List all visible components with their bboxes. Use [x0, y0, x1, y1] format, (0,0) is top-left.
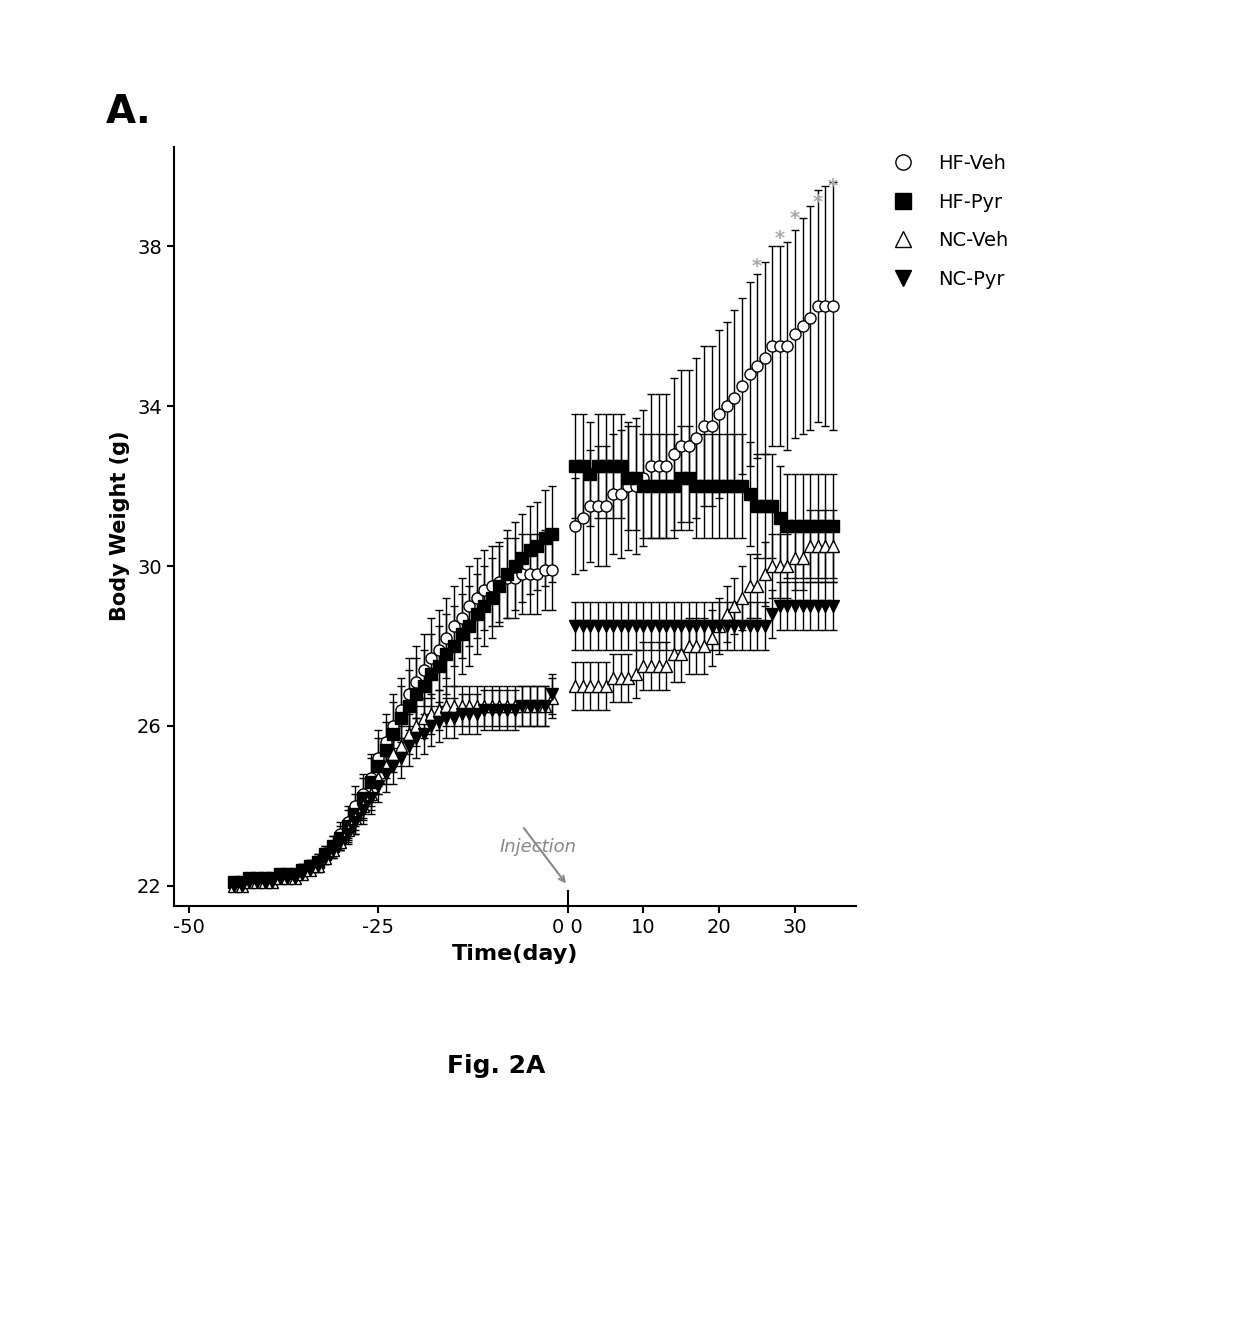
Text: *: *: [790, 209, 800, 228]
Text: *: *: [775, 229, 785, 248]
Y-axis label: Body Weight (g): Body Weight (g): [110, 430, 130, 622]
Text: Injection: Injection: [500, 838, 577, 856]
Legend: HF-Veh, HF-Pyr, NC-Veh, NC-Pyr: HF-Veh, HF-Pyr, NC-Veh, NC-Pyr: [875, 147, 1017, 297]
Text: *: *: [751, 257, 763, 276]
Text: *: *: [828, 177, 838, 196]
Text: A.: A.: [105, 93, 151, 132]
Text: Fig. 2A: Fig. 2A: [446, 1054, 546, 1078]
X-axis label: Time(day): Time(day): [451, 943, 578, 963]
Text: *: *: [812, 193, 823, 212]
